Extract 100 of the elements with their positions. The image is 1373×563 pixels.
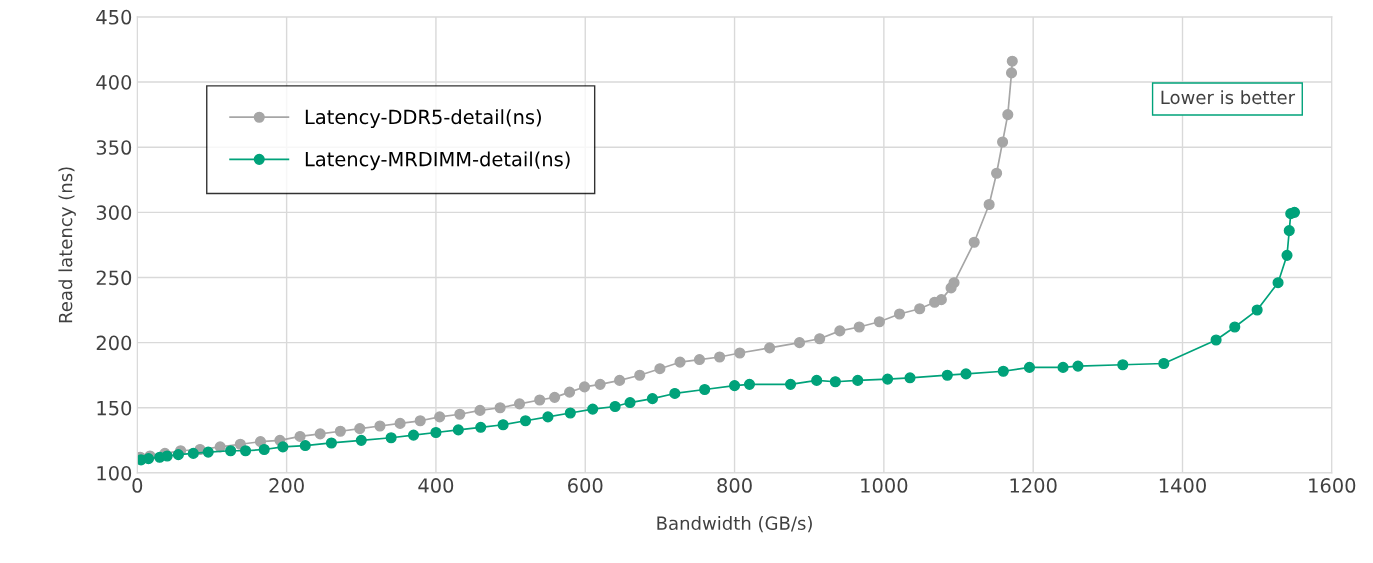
point (1002, 109, 1014, 121)
point (414, 415, 426, 427)
point (1272, 277, 1284, 289)
point (853, 321, 865, 333)
x-tick-label: 200 (269, 478, 304, 493)
point (474, 404, 486, 416)
point (325, 437, 337, 449)
point (497, 419, 509, 431)
x-tick-label: 1200 (1010, 478, 1057, 493)
point (997, 365, 1009, 377)
point (374, 420, 386, 432)
point (997, 136, 1009, 148)
point (624, 397, 636, 409)
point (941, 369, 953, 381)
point (578, 381, 591, 393)
point (299, 440, 311, 452)
y-tick-label: 350 (96, 140, 132, 155)
point (764, 342, 776, 354)
point (983, 198, 995, 211)
point (202, 446, 214, 458)
y-tick-label: 200 (96, 335, 132, 351)
x-tick-label: 1600 (1309, 478, 1356, 493)
point (654, 363, 666, 375)
point (784, 378, 797, 390)
point (893, 308, 906, 320)
y-tick-label: 150 (97, 400, 132, 416)
point (914, 303, 926, 315)
point (294, 430, 306, 442)
point (882, 373, 894, 385)
point (693, 354, 706, 366)
point (960, 368, 972, 380)
point (1251, 304, 1263, 316)
point (614, 374, 626, 386)
point (646, 393, 658, 405)
point (674, 356, 686, 368)
point (968, 236, 980, 248)
x-axis-title: Bandwidth (GB/s) (657, 516, 812, 533)
point (814, 333, 826, 345)
y-axis-title: Read latency (ns) (58, 167, 76, 323)
point (1210, 334, 1222, 346)
point (454, 408, 466, 420)
y-tick-label: 100 (97, 465, 132, 481)
point (1281, 249, 1293, 261)
point (534, 394, 546, 406)
point (743, 378, 756, 390)
point (834, 325, 846, 337)
point (394, 417, 406, 429)
point (873, 316, 885, 328)
x-tick-label: 1400 (1159, 478, 1206, 493)
point (634, 369, 646, 381)
point (513, 398, 526, 410)
x-tick-label: 600 (568, 478, 603, 493)
point (793, 337, 806, 349)
point (187, 447, 199, 459)
annotation: Lower is better (1161, 90, 1296, 105)
point (475, 421, 487, 433)
point (587, 403, 599, 415)
point (669, 387, 681, 399)
point (1229, 321, 1241, 333)
point (948, 277, 960, 289)
legend-label: Latency-DDR5-detail(ns) (305, 109, 541, 129)
point (239, 445, 252, 457)
point (1023, 361, 1036, 373)
point (904, 372, 916, 384)
x-tick-label: 800 (717, 478, 752, 493)
point (254, 436, 267, 448)
point (334, 425, 346, 437)
point (1057, 361, 1069, 373)
y-tick-label: 450 (96, 9, 132, 25)
point (699, 383, 711, 396)
point (354, 423, 366, 435)
point (519, 415, 532, 427)
x-tick-label: 0 (132, 478, 143, 493)
point (355, 434, 367, 446)
point (542, 411, 554, 423)
y-tick-label: 250 (96, 270, 132, 286)
point (714, 351, 726, 363)
x-tick-label: 400 (418, 478, 454, 493)
point (728, 380, 741, 392)
point (407, 429, 420, 441)
point (1117, 359, 1129, 371)
point (452, 424, 464, 436)
point (1006, 55, 1018, 67)
point (991, 167, 1003, 179)
point (1005, 67, 1018, 79)
point (852, 374, 864, 386)
legend-label: Latency-MRDIMM-detail(ns) (305, 151, 570, 171)
point (811, 374, 823, 386)
point (734, 347, 746, 359)
point (385, 432, 397, 444)
point (225, 445, 237, 457)
point (1158, 357, 1170, 370)
point (434, 411, 446, 423)
point (314, 428, 326, 440)
y-tick-label: 400 (96, 74, 132, 90)
point (172, 449, 184, 461)
y-tick-label: 300 (96, 205, 132, 220)
point (935, 294, 947, 306)
point (829, 376, 841, 388)
point (549, 391, 561, 403)
